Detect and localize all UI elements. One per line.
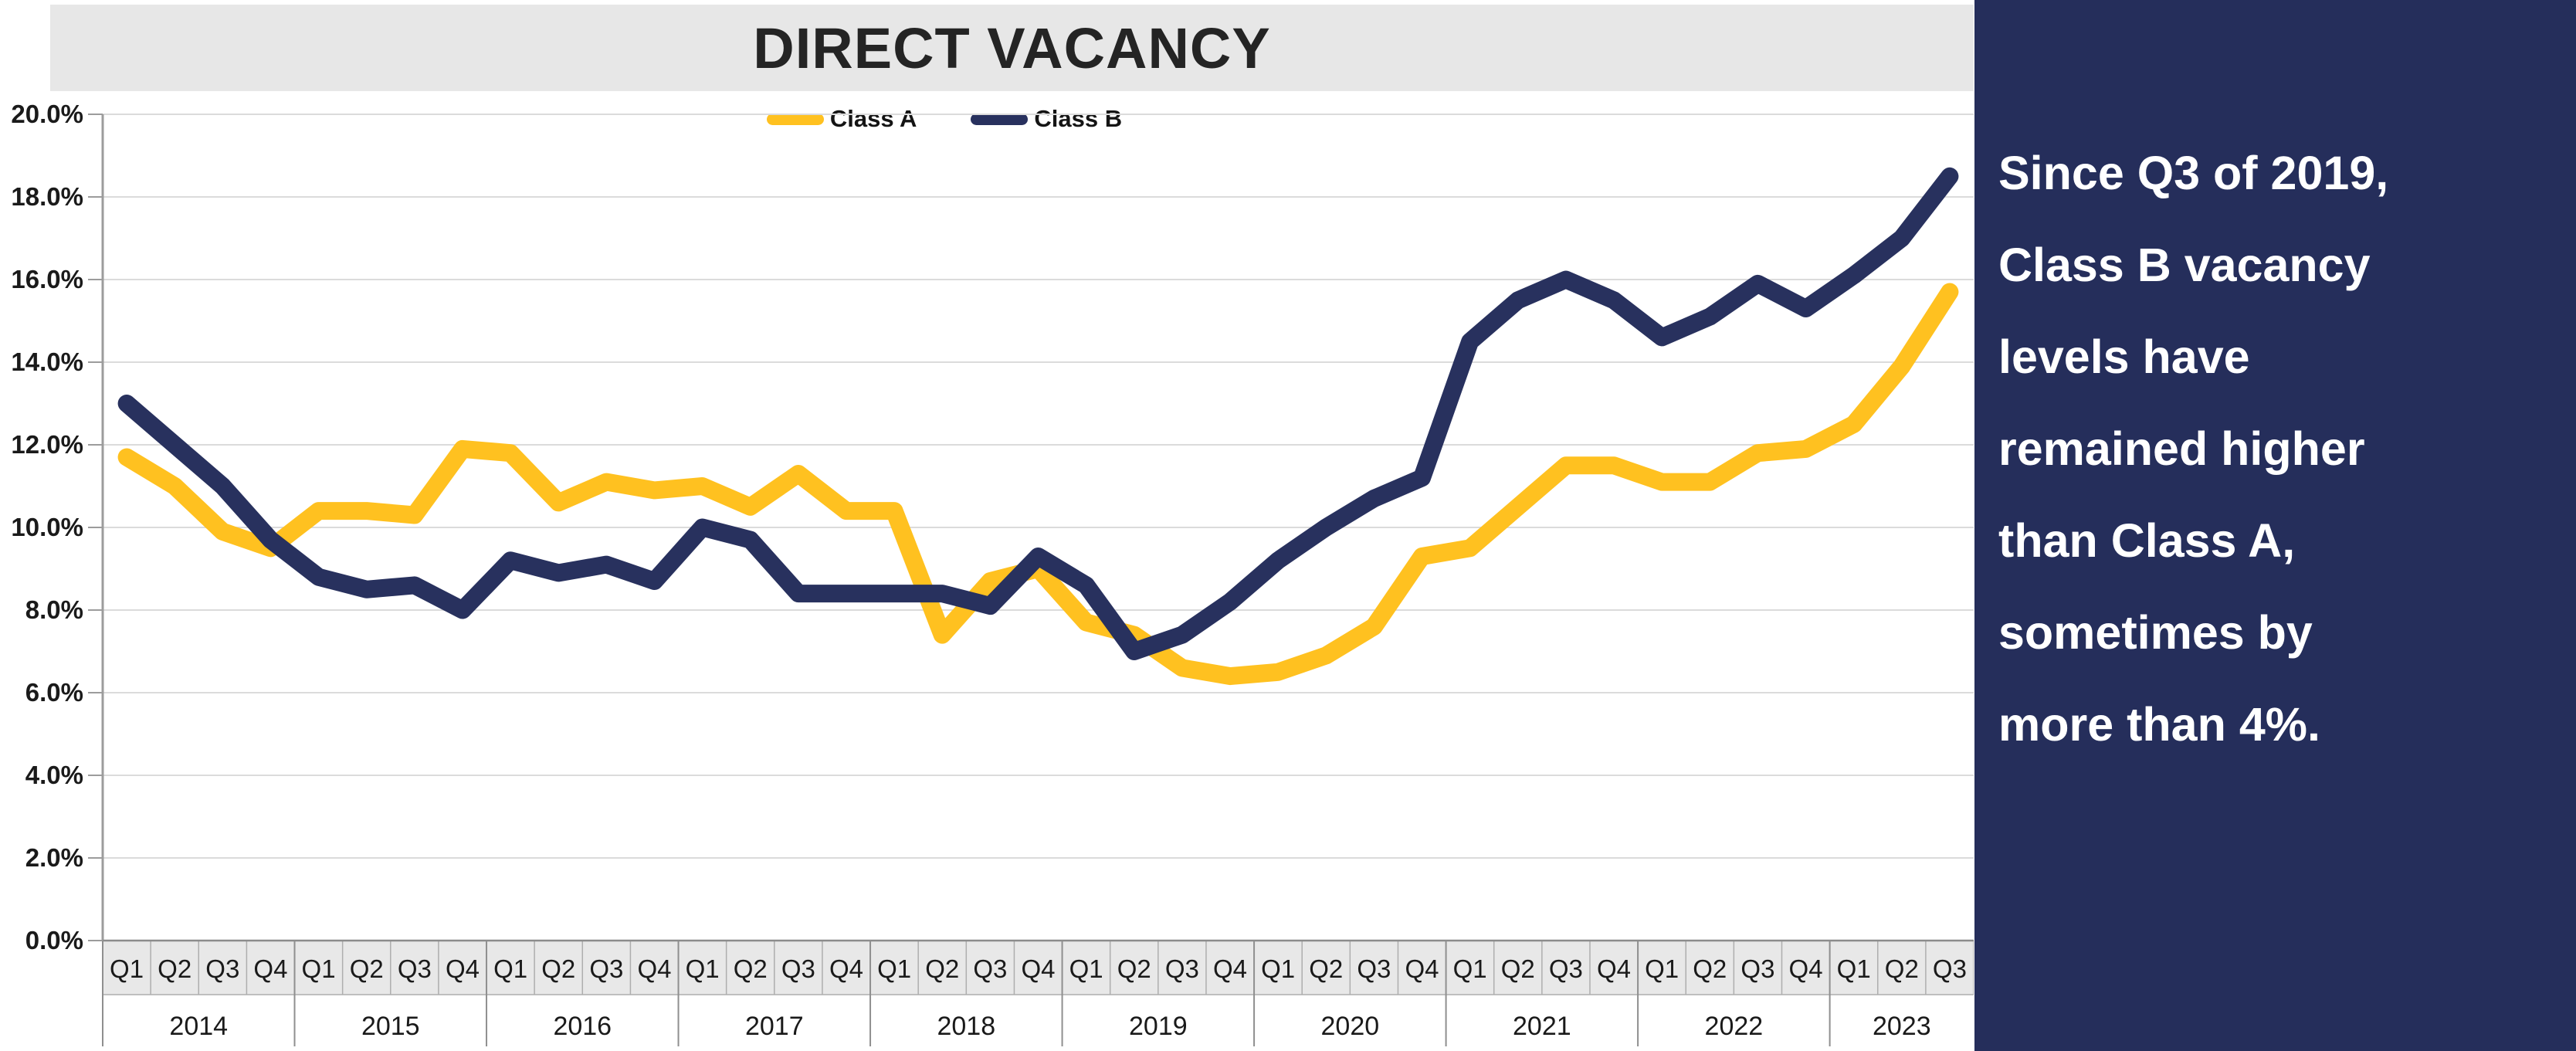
quarter-cell-label: Q1	[493, 954, 527, 983]
year-label: 2014	[169, 1012, 228, 1041]
quarter-cell-label: Q2	[350, 954, 384, 983]
sidebar-text-line: sometimes by	[1998, 606, 2313, 659]
legend-item-class-b: Class B	[971, 105, 1122, 133]
quarter-cell-label: Q2	[541, 954, 575, 983]
vacancy-chart: 0.0% 2.0% 4.0% 6.0% 8.0% 10.0% 12.0% 14.0% 16.0%…	[11, 100, 1974, 1046]
quarter-cell-label: Q1	[877, 954, 911, 983]
year-label: 2022	[1705, 1012, 1764, 1041]
quarter-cell-label: Q2	[158, 954, 192, 983]
quarter-cell-label: Q4	[1597, 954, 1631, 983]
year-label: 2020	[1321, 1012, 1380, 1041]
sidebar-text-line: Since Q3 of 2019,	[1998, 147, 2389, 199]
quarter-cell-label: Q4	[1789, 954, 1823, 983]
legend-item-class-a: Class A	[766, 105, 917, 133]
year-label: 2017	[745, 1012, 804, 1041]
insight-sidebar: Since Q3 of 2019, Class B vacancy levels…	[1974, 0, 2576, 1051]
quarter-cell-label: Q1	[1261, 954, 1295, 983]
quarter-cell-label: Q1	[686, 954, 720, 983]
chart-title: DIRECT VACANCY	[753, 15, 1271, 80]
class-a-label: Class A	[829, 105, 917, 132]
quarter-cell-label: Q1	[1069, 954, 1103, 983]
sidebar-text-line: than Class A,	[1998, 514, 2296, 567]
sidebar-text-line: more than 4%.	[1998, 698, 2320, 751]
year-label: 2021	[1513, 1012, 1571, 1041]
y-tick-label: 14.0%	[11, 348, 83, 376]
quarter-cell-label: Q1	[1453, 954, 1487, 983]
quarter-cell-label: Q1	[302, 954, 336, 983]
quarter-cell-label: Q2	[925, 954, 959, 983]
class-b-swatch	[971, 113, 1029, 125]
chart-title-band: DIRECT VACANCY	[50, 5, 1974, 91]
quarter-cell-label: Q3	[398, 954, 432, 983]
year-label: 2015	[361, 1012, 420, 1041]
quarter-cell-label: Q4	[1213, 954, 1247, 983]
quarter-cell-label: Q2	[1885, 954, 1919, 983]
y-tick-label: 4.0%	[25, 761, 83, 789]
quarter-cell-label: Q2	[734, 954, 768, 983]
year-label: 2018	[937, 1012, 995, 1041]
y-tick-label: 6.0%	[25, 678, 83, 707]
sidebar-text-line: Class B vacancy	[1998, 239, 2371, 291]
quarter-cell-label: Q3	[1165, 954, 1199, 983]
y-tick-label: 8.0%	[25, 595, 83, 624]
year-label: 2016	[553, 1012, 612, 1041]
sidebar-text: Since Q3 of 2019, Class B vacancy levels…	[1974, 0, 2576, 771]
quarter-cell-label: Q1	[110, 954, 144, 983]
y-tick-label: 20.0%	[11, 100, 83, 128]
quarter-cell-label: Q3	[1740, 954, 1774, 983]
quarter-cell-label: Q2	[1117, 954, 1151, 983]
y-tick-label: 16.0%	[11, 265, 83, 293]
quarter-band	[103, 941, 1974, 995]
class-b-line	[117, 167, 1959, 660]
chart-legend: Class A Class B	[0, 105, 1931, 133]
y-tick-label: 10.0%	[11, 513, 83, 541]
quarter-cell-label: Q3	[1549, 954, 1583, 983]
quarter-cell-label: Q3	[1357, 954, 1391, 983]
quarter-cell-label: Q3	[1933, 954, 1967, 983]
quarter-cell-label: Q4	[829, 954, 863, 983]
class-a-line	[117, 283, 1959, 686]
y-tick-label: 0.0%	[25, 926, 83, 954]
quarter-cell-label: Q3	[973, 954, 1007, 983]
quarter-cell-label: Q3	[589, 954, 623, 983]
quarter-cell-label: Q4	[637, 954, 671, 983]
quarter-cell-label: Q1	[1645, 954, 1679, 983]
y-tick-label: 18.0%	[11, 182, 83, 211]
quarter-cell-label: Q3	[205, 954, 239, 983]
quarter-cell-label: Q4	[1021, 954, 1055, 983]
quarter-cell-label: Q3	[781, 954, 815, 983]
y-tick-label: 2.0%	[25, 843, 83, 872]
quarter-cell-label: Q4	[1405, 954, 1439, 983]
class-a-swatch	[766, 113, 824, 125]
quarter-cell-label: Q2	[1693, 954, 1727, 983]
quarter-cell-label: Q2	[1309, 954, 1343, 983]
year-label: 2019	[1129, 1012, 1188, 1041]
quarter-cell-label: Q4	[446, 954, 480, 983]
y-tick-label: 12.0%	[11, 430, 83, 459]
quarter-cell-label: Q2	[1501, 954, 1535, 983]
year-label: 2023	[1873, 1012, 1931, 1041]
quarter-cell-label: Q4	[253, 954, 287, 983]
sidebar-text-line: remained higher	[1998, 422, 2365, 475]
sidebar-text-line: levels have	[1998, 331, 2250, 383]
class-b-label: Class B	[1034, 105, 1123, 132]
quarter-cell-label: Q1	[1837, 954, 1871, 983]
